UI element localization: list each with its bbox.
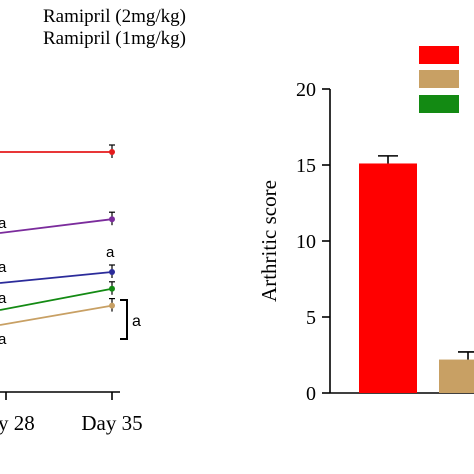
line-xtick-label-day28: y 28 (0, 411, 35, 435)
bar-legend (419, 46, 459, 113)
annotation-a-3: a (0, 259, 7, 276)
annotation-a-2: a (106, 244, 115, 261)
bar-legend-swatch-1 (419, 46, 459, 64)
legend-label-2: Ramipril (1mg/kg) (43, 28, 186, 49)
legend-label-1: Ramipril (2mg/kg) (43, 6, 186, 27)
bar-bars-group (359, 155, 474, 393)
bar-y-tick-label-3: 15 (296, 155, 316, 177)
annotation-a-5: a (0, 331, 7, 348)
annotation-a-6: a (132, 313, 141, 330)
bar-1 (359, 163, 417, 393)
annotation-a-1: a (0, 215, 7, 232)
bar-y-tick-label-1: 5 (306, 307, 316, 329)
line-point-4 (109, 285, 115, 292)
bar-chart: Arthritic score 0 5 10 15 20 (257, 46, 474, 405)
line-xtick-label-day35: Day 35 (81, 411, 142, 435)
line-chart: Ramipril (2mg/kg) Ramipril (1mg/kg) y 28… (0, 6, 186, 435)
significance-bracket (120, 299, 128, 340)
bar-y-tick-label-4: 20 (296, 79, 316, 101)
bar-y-ticks: 0 5 10 15 20 (296, 79, 330, 405)
line-point-3 (109, 269, 115, 275)
bar-y-tick-label-0: 0 (306, 383, 316, 405)
bar-legend-swatch-2 (419, 70, 459, 88)
line-point-2 (109, 216, 115, 223)
bar-2 (439, 359, 474, 393)
line-series-4 (0, 287, 113, 311)
line-series-group (0, 144, 115, 326)
line-point-1 (109, 149, 115, 155)
bar-legend-swatch-3 (419, 95, 459, 113)
line-point-5 (109, 302, 115, 309)
line-series-2 (0, 218, 113, 234)
line-series-3 (0, 271, 113, 284)
bar-y-tick-label-2: 10 (296, 231, 316, 253)
line-series-5 (0, 304, 113, 326)
bar-y-axis-label: Arthritic score (257, 180, 281, 302)
annotation-a-4: a (0, 290, 7, 307)
